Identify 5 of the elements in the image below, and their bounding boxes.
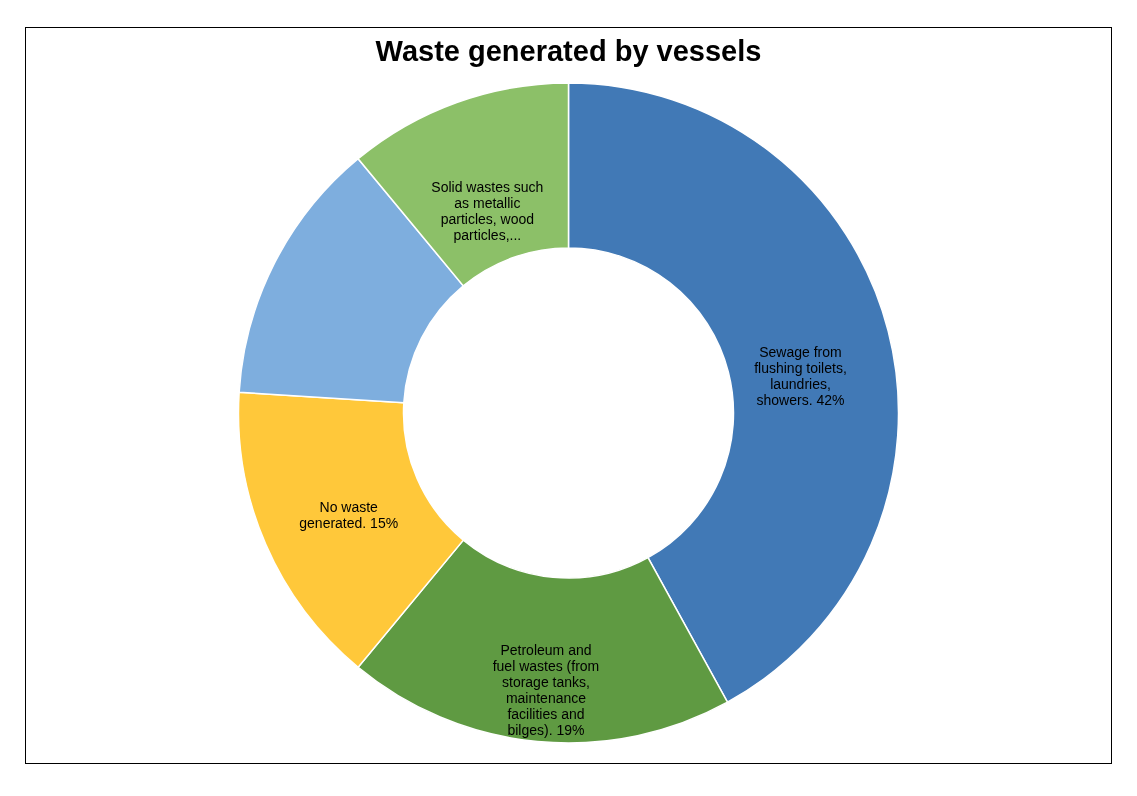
slice-label: Solid wastes such as metallic particles, wood particles,... — [431, 178, 544, 243]
slice-label: No waste generated. 15% — [299, 499, 399, 532]
chart-title: Waste generated by vessels — [375, 35, 762, 67]
slice-label: Petroleum and fuel wastes (from storage tanks, maintenance facilities and bilges). 19% — [492, 642, 600, 739]
slice-label: Sewage from flushing toilets, laundries, showers. 42% — [754, 344, 847, 409]
